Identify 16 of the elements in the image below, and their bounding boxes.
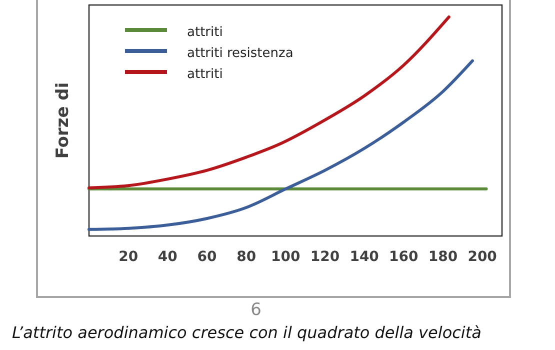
x-tick-label: 60: [197, 249, 217, 265]
legend-label: attriti: [187, 67, 223, 82]
x-tick-label: 100: [271, 249, 301, 265]
legend-label: attriti resistenza: [187, 46, 294, 61]
x-tick-label: 120: [310, 249, 340, 265]
x-tick-label: 200: [468, 249, 498, 265]
x-tick-label: 160: [389, 249, 419, 265]
x-tick-label: 20: [118, 249, 138, 265]
x-tick-label: 40: [158, 249, 178, 265]
text: L’attrito aerodinamico cresce con il quadrato della velocità: [12, 323, 482, 342]
legend-label: attriti: [187, 25, 223, 40]
text: 6: [250, 300, 262, 320]
y-axis-title: Forze di: [53, 82, 73, 159]
x-tick-label: 80: [236, 249, 256, 265]
x-tick-label: 140: [350, 249, 380, 265]
x-tick-label: 180: [428, 249, 458, 265]
